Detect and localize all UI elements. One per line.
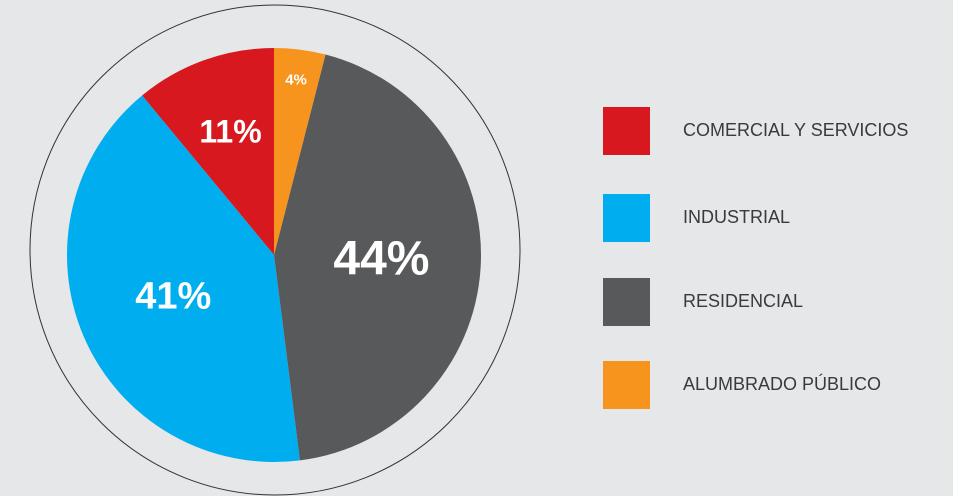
outer-ring bbox=[29, 4, 521, 496]
legend-label: INDUSTRIAL bbox=[683, 207, 790, 227]
slice-label: 41% bbox=[135, 276, 211, 318]
slice-label: 11% bbox=[199, 114, 261, 150]
pie-slice bbox=[274, 54, 481, 461]
legend-label: COMERCIAL Y SERVICIOS bbox=[683, 120, 908, 140]
legend-swatch bbox=[603, 361, 650, 409]
slice-label: 44% bbox=[333, 232, 429, 285]
legend-swatch bbox=[603, 107, 650, 155]
legend-swatch bbox=[603, 194, 650, 242]
legend-label: ALUMBRADO PÚBLICO bbox=[683, 373, 881, 394]
legend-swatch bbox=[603, 278, 650, 326]
pie-slice bbox=[142, 48, 274, 255]
slice-label: 4% bbox=[285, 71, 307, 88]
pie-slice bbox=[274, 48, 326, 255]
legend-label: RESIDENCIAL bbox=[683, 291, 803, 311]
pie-slice bbox=[67, 95, 300, 463]
